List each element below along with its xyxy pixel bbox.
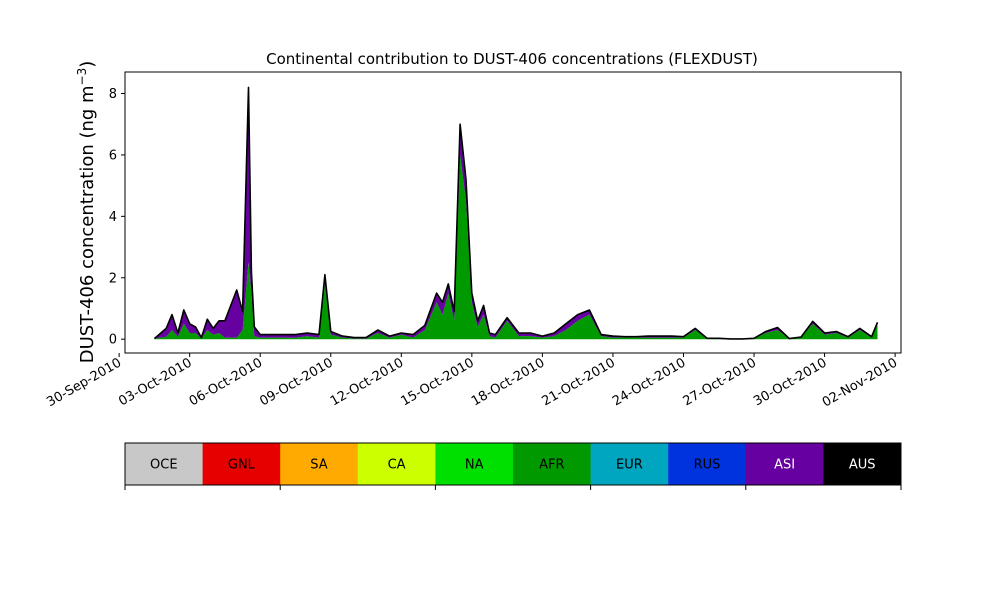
colorbar-frame bbox=[124, 442, 902, 486]
x-axis-ticks: 30-Sep-201003-Oct-201006-Oct-201009-Oct-… bbox=[44, 353, 900, 410]
colorbar-swatch-afr bbox=[513, 443, 592, 485]
y-axis-label-superscript: −3 bbox=[75, 68, 89, 86]
area-series-eur bbox=[154, 154, 878, 339]
x-tick-label: 03-Oct-2010 bbox=[116, 355, 194, 409]
y-axis-ticks: 0 2 4 6 8 bbox=[109, 87, 125, 348]
colorbar-label-ca: CA bbox=[388, 458, 406, 473]
colorbar-label-eur: EUR bbox=[616, 458, 643, 473]
colorbar-swatch-asi bbox=[745, 443, 824, 485]
y-axis-label: DUST-406 concentration (ng m−3) bbox=[75, 61, 98, 364]
y-axis-label-close: ) bbox=[77, 61, 98, 68]
stacked-areas bbox=[154, 87, 878, 340]
area-series-aus bbox=[154, 87, 878, 339]
x-tick-label: 09-Oct-2010 bbox=[257, 355, 335, 409]
x-tick-label: 24-Oct-2010 bbox=[610, 355, 688, 409]
x-tick-label: 18-Oct-2010 bbox=[469, 355, 547, 409]
total-concentration-line bbox=[153, 86, 879, 340]
colorbar-label-rus: RUS bbox=[694, 458, 721, 473]
total-line-group bbox=[153, 86, 879, 340]
x-tick-label: 27-Oct-2010 bbox=[681, 355, 759, 409]
plot-frame bbox=[124, 71, 902, 354]
y-tick-label: 8 bbox=[109, 87, 117, 102]
colorbar-swatch-rus bbox=[668, 443, 747, 485]
y-tick-label: 6 bbox=[109, 148, 117, 163]
x-tick-label: 06-Oct-2010 bbox=[187, 355, 265, 409]
colorbar-label-oce: OCE bbox=[150, 458, 178, 473]
colorbar-swatch-na bbox=[435, 443, 514, 485]
x-tick-label: 21-Oct-2010 bbox=[540, 355, 618, 409]
colorbar-swatch-ca bbox=[357, 443, 436, 485]
colorbar-swatch-oce bbox=[125, 443, 204, 485]
area-series-afr bbox=[154, 154, 878, 340]
x-tick-label: 12-Oct-2010 bbox=[328, 355, 406, 409]
colorbar-label-afr: AFR bbox=[539, 458, 564, 473]
colorbar-label-na: NA bbox=[465, 458, 484, 473]
colorbar-swatch-sa bbox=[280, 443, 359, 485]
y-tick-label: 2 bbox=[109, 271, 117, 286]
x-tick-label: 15-Oct-2010 bbox=[398, 355, 476, 409]
colorbar-label-asi: ASI bbox=[774, 458, 795, 473]
colorbar-label-aus: AUS bbox=[849, 458, 876, 473]
colorbar-legend: OCE GNL SA CA NA AFR EUR RUS ASI AUS bbox=[124, 442, 902, 490]
y-axis-label-text: DUST-406 concentration (ng m bbox=[77, 85, 98, 363]
area-series-rus bbox=[154, 154, 878, 339]
y-tick-label: 0 bbox=[109, 333, 117, 348]
y-tick-label: 4 bbox=[109, 210, 117, 225]
colorbar-swatch-aus bbox=[823, 443, 902, 485]
colorbar-label-gnl: GNL bbox=[228, 458, 256, 473]
x-tick-label: 30-Oct-2010 bbox=[751, 355, 829, 409]
colorbar-swatch-gnl bbox=[202, 443, 281, 485]
x-tick-label: 02-Nov-2010 bbox=[820, 355, 900, 410]
colorbar-label-sa: SA bbox=[310, 458, 327, 473]
chart-title: Continental contribution to DUST-406 con… bbox=[266, 50, 758, 68]
colorbar-swatch-eur bbox=[590, 443, 669, 485]
area-series-asi bbox=[154, 87, 878, 339]
